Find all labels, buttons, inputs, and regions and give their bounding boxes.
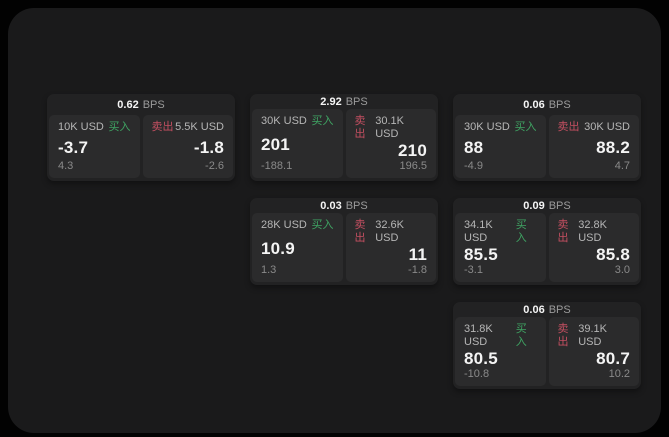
buy-side-label: 买入	[514, 121, 537, 133]
buy-price: 80.5	[464, 349, 498, 368]
buy-side-label: 买入	[108, 121, 131, 133]
buy-amount: 30K USD	[464, 121, 510, 133]
quote-card: 0.06 BPS 31.8K USD 买入 80.5 -10.8 卖	[453, 302, 641, 389]
spread-value: 0.06	[523, 98, 545, 111]
spread-header: 0.06 BPS	[455, 94, 639, 115]
buy-price: -3.7	[58, 137, 89, 157]
buy-side-label: 买入	[515, 323, 527, 348]
buy-price: 85.5	[464, 245, 498, 264]
quote-sides: 28K USD 买入 10.9 1.3 卖出 32.6K USD 11 -1.8	[252, 213, 436, 282]
sell-side-label: 卖出	[354, 115, 366, 140]
buy-secondary-value: -3.1	[464, 264, 483, 276]
sell-panel[interactable]: 卖出 30K USD 88.2 4.7	[548, 115, 639, 178]
buy-secondary-value: 4.3	[58, 160, 74, 172]
sell-panel[interactable]: 卖出 32.6K USD 11 -1.8	[345, 213, 436, 282]
bps-unit-label: BPS	[345, 95, 368, 108]
buy-panel[interactable]: 10K USD 买入 -3.7 4.3	[49, 115, 140, 178]
sell-price: 11	[408, 245, 427, 264]
buy-panel[interactable]: 28K USD 买入 10.9 1.3	[252, 213, 343, 282]
spread-value: 0.03	[320, 199, 342, 212]
buy-amount: 10K USD	[58, 121, 104, 133]
sell-amount: 30K USD	[584, 121, 630, 133]
sell-side-label: 卖出	[557, 121, 580, 133]
buy-amount: 34.1K USD	[464, 219, 493, 244]
sell-amount: 39.1K USD	[578, 323, 607, 348]
spread-value: 2.92	[320, 95, 342, 108]
sell-secondary-value: -2.6	[205, 160, 224, 172]
sell-amount: 5.5K USD	[175, 121, 224, 133]
buy-price: 10.9	[261, 238, 295, 258]
sell-panel[interactable]: 卖出 5.5K USD -1.8 -2.6	[142, 115, 233, 178]
quote-sides: 10K USD 买入 -3.7 4.3 卖出 5.5K USD -1.8 -2.…	[49, 115, 233, 178]
sell-panel[interactable]: 卖出 32.8K USD 85.8 3.0	[548, 213, 639, 282]
sell-amount: 30.1K USD	[375, 115, 404, 140]
quote-card: 2.92 BPS 30K USD 买入 201 -188.1 卖出	[250, 94, 438, 181]
quote-card: 0.06 BPS 30K USD 买入 88 -4.9 卖出	[453, 94, 641, 181]
sell-secondary-value: 4.7	[614, 160, 630, 172]
sell-price: -1.8	[193, 137, 224, 157]
sell-panel[interactable]: 卖出 30.1K USD 210 196.5	[345, 109, 436, 178]
spread-header: 0.03 BPS	[252, 198, 436, 213]
sell-secondary-value: 3.0	[614, 264, 630, 276]
buy-secondary-value: -10.8	[464, 368, 490, 380]
buy-panel[interactable]: 34.1K USD 买入 85.5 -3.1	[455, 213, 546, 282]
bps-unit-label: BPS	[548, 98, 571, 111]
quote-sides: 31.8K USD 买入 80.5 -10.8 卖出 39.1K USD 80.…	[455, 317, 639, 386]
buy-amount: 30K USD	[261, 115, 307, 127]
quote-card: 0.03 BPS 28K USD 买入 10.9 1.3 卖出	[250, 198, 438, 285]
sell-amount: 32.6K USD	[375, 219, 404, 244]
buy-amount: 28K USD	[261, 219, 307, 231]
spread-header: 0.06 BPS	[455, 302, 639, 317]
sell-side-label: 卖出	[151, 121, 174, 133]
buy-panel[interactable]: 31.8K USD 买入 80.5 -10.8	[455, 317, 546, 386]
sell-side-label: 卖出	[557, 323, 569, 348]
buy-side-label: 买入	[311, 219, 334, 231]
spread-value: 0.06	[523, 303, 545, 316]
spread-value: 0.62	[117, 98, 139, 111]
sell-panel[interactable]: 卖出 39.1K USD 80.7 10.2	[548, 317, 639, 386]
sell-secondary-value: -1.8	[408, 264, 427, 276]
spread-value: 0.09	[523, 199, 545, 212]
bps-unit-label: BPS	[142, 98, 165, 111]
buy-secondary-value: -4.9	[464, 160, 483, 172]
buy-price: 201	[261, 134, 290, 154]
sell-price: 85.8	[596, 245, 630, 264]
buy-secondary-value: -188.1	[261, 160, 293, 172]
buy-panel[interactable]: 30K USD 买入 88 -4.9	[455, 115, 546, 178]
buy-side-label: 买入	[311, 115, 334, 127]
sell-amount: 32.8K USD	[578, 219, 607, 244]
bps-unit-label: BPS	[345, 199, 368, 212]
buy-price: 88	[464, 137, 484, 157]
sell-price: 210	[398, 141, 427, 160]
quote-card: 0.62 BPS 10K USD 买入 -3.7 4.3 卖出	[47, 94, 235, 181]
spread-header: 0.09 BPS	[455, 198, 639, 213]
quote-sides: 34.1K USD 买入 85.5 -3.1 卖出 32.8K USD 85.8…	[455, 213, 639, 282]
bps-unit-label: BPS	[548, 303, 571, 316]
sell-price: 80.7	[596, 349, 630, 368]
quote-card: 0.09 BPS 34.1K USD 买入 85.5 -3.1 卖出	[453, 198, 641, 285]
quote-sides: 30K USD 买入 88 -4.9 卖出 30K USD 88.2 4.7	[455, 115, 639, 178]
buy-panel[interactable]: 30K USD 买入 201 -188.1	[252, 109, 343, 178]
sell-side-label: 卖出	[557, 219, 569, 244]
sell-secondary-value: 196.5	[399, 160, 427, 172]
bps-unit-label: BPS	[548, 199, 571, 212]
sell-secondary-value: 10.2	[608, 368, 630, 380]
buy-amount: 31.8K USD	[464, 323, 493, 348]
buy-side-label: 买入	[515, 219, 527, 244]
spread-header: 0.62 BPS	[49, 94, 233, 115]
spread-header: 2.92 BPS	[252, 94, 436, 109]
quote-sides: 30K USD 买入 201 -188.1 卖出 30.1K USD 210 1…	[252, 109, 436, 178]
sell-side-label: 卖出	[354, 219, 366, 244]
quote-board-panel: 0.62 BPS 10K USD 买入 -3.7 4.3 卖出	[8, 8, 661, 433]
buy-secondary-value: 1.3	[261, 264, 277, 276]
sell-price: 88.2	[596, 137, 630, 157]
quote-cards-grid: 0.62 BPS 10K USD 买入 -3.7 4.3 卖出	[47, 94, 641, 389]
